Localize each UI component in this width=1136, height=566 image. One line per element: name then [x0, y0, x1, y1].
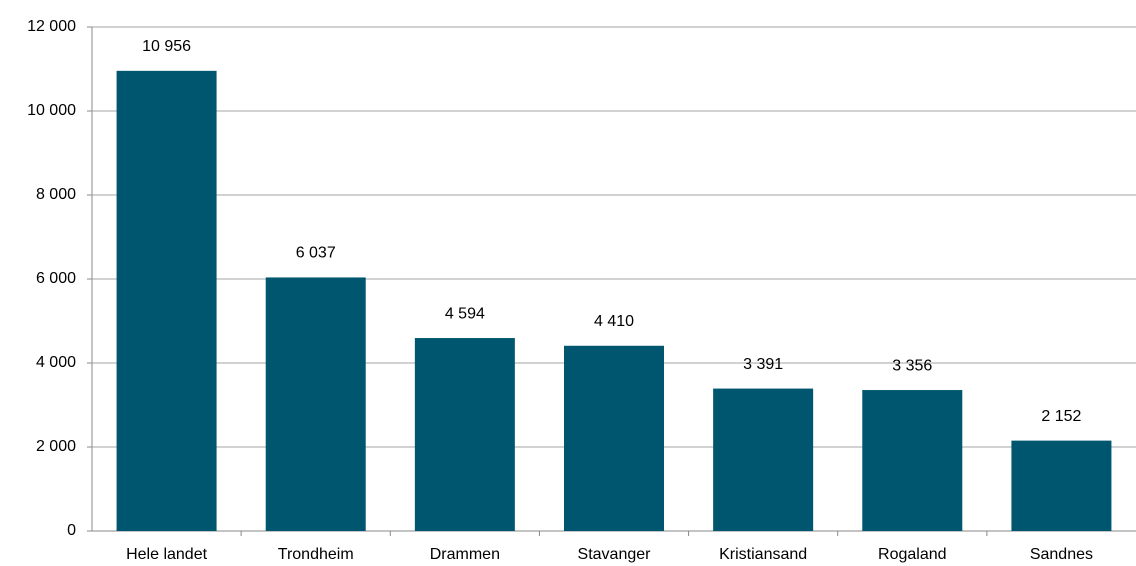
value-label: 3 391 [743, 356, 783, 373]
bar [116, 70, 217, 532]
bar [414, 338, 515, 531]
bar [1011, 440, 1112, 531]
value-label: 10 956 [142, 38, 191, 55]
y-tick-label: 4 000 [36, 354, 76, 371]
x-tick-label: Stavanger [578, 546, 652, 563]
value-label: 4 594 [445, 305, 485, 322]
value-label: 4 410 [594, 313, 634, 330]
y-tick-label: 6 000 [36, 270, 76, 287]
bar [265, 277, 366, 531]
y-tick-label: 10 000 [27, 102, 76, 119]
x-tick-label: Sandnes [1030, 546, 1093, 563]
value-label: 2 152 [1041, 408, 1081, 425]
bar [713, 388, 814, 531]
y-tick-label: 2 000 [36, 438, 76, 455]
y-tick-label: 12 000 [27, 18, 76, 35]
value-label: 6 037 [296, 245, 336, 262]
value-label: 3 356 [892, 357, 932, 374]
x-tick-label: Trondheim [278, 546, 354, 563]
x-tick-label: Kristiansand [719, 546, 807, 563]
bar [564, 345, 664, 531]
x-tick-label: Rogaland [878, 546, 947, 563]
x-tick-label: Drammen [430, 546, 500, 563]
y-tick-label: 0 [67, 522, 76, 539]
y-tick-label: 8 000 [36, 186, 76, 203]
x-tick-label: Hele landet [126, 546, 208, 563]
bar [862, 390, 963, 531]
